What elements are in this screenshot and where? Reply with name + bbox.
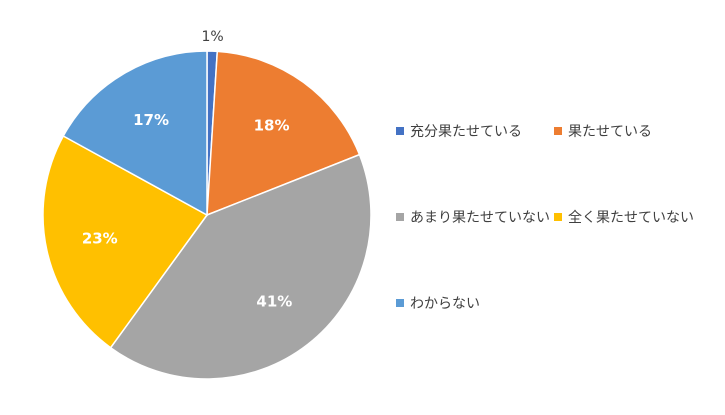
pie-slice-2 — [109, 153, 372, 380]
pie-slice-1 — [206, 50, 361, 217]
slice-label-3: 23% — [82, 229, 118, 247]
pie-slice-3 — [42, 134, 209, 349]
slice-label-1: 18% — [254, 117, 290, 135]
slice-label-4: 17% — [133, 111, 169, 129]
pie-slices — [42, 50, 372, 380]
pie-slice-4 — [62, 50, 208, 217]
slice-labels: 1% 18% 41% 23% 17% — [82, 29, 292, 310]
slice-label-2: 41% — [256, 292, 292, 310]
slice-label-0: 1% — [201, 29, 223, 45]
